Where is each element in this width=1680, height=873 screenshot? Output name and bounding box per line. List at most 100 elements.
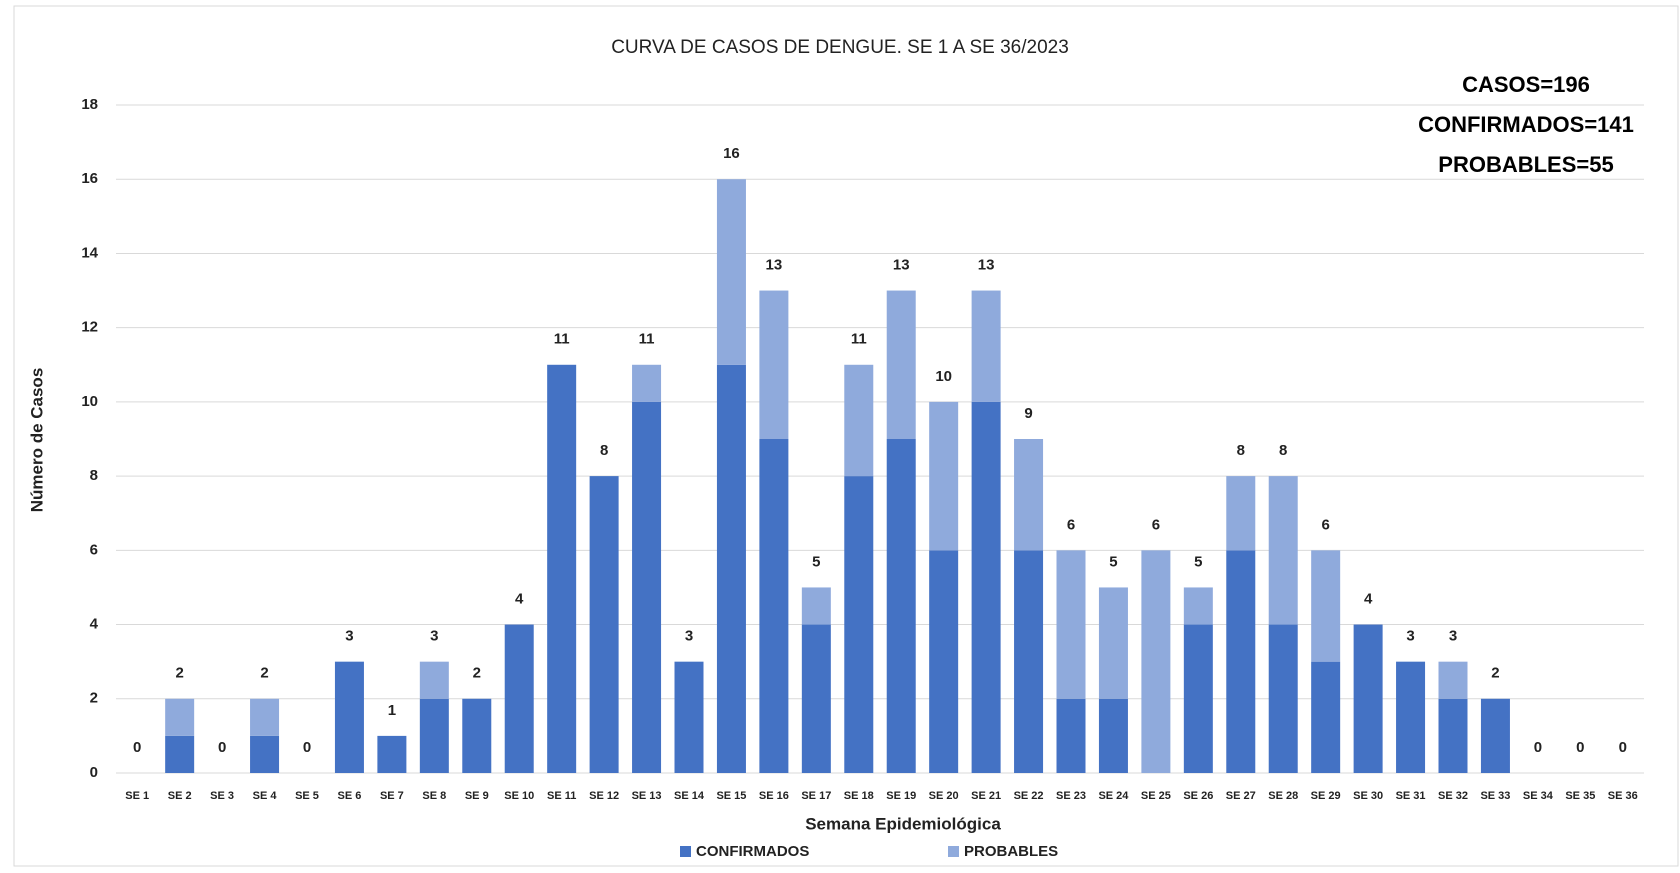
x-tick-label: SE 24 [1098, 790, 1129, 802]
x-tick-label: SE 8 [422, 790, 446, 802]
bar-segment [165, 735, 195, 773]
bar-segment [377, 735, 407, 773]
x-tick-label: SE 33 [1480, 790, 1510, 802]
x-tick-label: SE 9 [465, 790, 489, 802]
bar-segment [929, 401, 959, 551]
data-label: 9 [1024, 405, 1032, 422]
bar-segment [971, 290, 1001, 402]
data-label: 6 [1321, 516, 1329, 533]
x-tick-label: SE 2 [168, 790, 192, 802]
y-axis-label: Número de Casos [27, 368, 46, 513]
data-label: 3 [1406, 628, 1414, 645]
x-tick-label: SE 27 [1226, 790, 1256, 802]
data-label: 0 [303, 739, 311, 756]
bar-segment [929, 550, 959, 773]
bar-segment [504, 624, 534, 773]
x-tick-label: SE 14 [674, 790, 705, 802]
y-tick-label: 12 [81, 319, 98, 336]
x-tick-label: SE 18 [844, 790, 874, 802]
data-label: 11 [554, 331, 570, 348]
data-label: 3 [685, 628, 693, 645]
bar-segment [547, 364, 577, 773]
bar-segment [674, 661, 704, 773]
bar-segment [1098, 698, 1128, 773]
data-label: 11 [639, 331, 655, 348]
data-label: 2 [1491, 665, 1499, 682]
data-label: 8 [1279, 442, 1287, 459]
y-tick-label: 10 [81, 393, 98, 410]
x-tick-label: SE 10 [504, 790, 534, 802]
annotation: PROBABLES=55 [1438, 152, 1613, 177]
x-tick-label: SE 17 [801, 790, 831, 802]
bar-segment [632, 401, 662, 773]
data-label: 6 [1152, 516, 1160, 533]
y-tick-label: 6 [90, 541, 98, 558]
y-tick-label: 8 [90, 467, 98, 484]
x-tick-label: SE 25 [1141, 790, 1171, 802]
bar-segment [462, 698, 492, 773]
x-tick-label: SE 12 [589, 790, 619, 802]
x-tick-label: SE 4 [253, 790, 278, 802]
x-tick-label: SE 15 [716, 790, 746, 802]
data-label: 10 [935, 368, 952, 385]
bar-segment [844, 476, 874, 773]
data-label: 8 [1237, 442, 1245, 459]
bar-segment [886, 439, 916, 773]
bar-segment [1226, 550, 1256, 773]
legend-label: PROBABLES [964, 843, 1058, 860]
data-label: 0 [1619, 739, 1627, 756]
y-tick-label: 0 [90, 764, 98, 781]
x-tick-label: SE 3 [210, 790, 234, 802]
x-tick-label: SE 1 [125, 790, 149, 802]
bar-segment [165, 698, 195, 736]
bar-segment [716, 179, 746, 365]
x-tick-label: SE 7 [380, 790, 404, 802]
data-label: 16 [723, 145, 740, 162]
legend-label: CONFIRMADOS [696, 843, 809, 860]
x-tick-label: SE 21 [971, 790, 1001, 802]
data-label: 6 [1067, 516, 1075, 533]
data-label: 0 [133, 739, 141, 756]
data-label: 8 [600, 442, 608, 459]
y-tick-label: 2 [90, 690, 98, 707]
data-label: 4 [515, 591, 524, 608]
data-label: 3 [345, 628, 353, 645]
data-label: 4 [1364, 591, 1373, 608]
x-tick-label: SE 36 [1608, 790, 1638, 802]
x-tick-label: SE 30 [1353, 790, 1383, 802]
bar-segment [1353, 624, 1383, 773]
bar-segment [1098, 587, 1128, 699]
bar-segment [1268, 476, 1298, 625]
data-label: 0 [1534, 739, 1542, 756]
chart-frame [13, 5, 1679, 867]
bar-segment [1438, 698, 1468, 773]
data-label: 5 [1109, 553, 1117, 570]
bar-segment [1014, 550, 1044, 773]
data-label: 2 [260, 665, 268, 682]
bar-segment [886, 290, 916, 439]
bar-segment [1183, 587, 1213, 625]
x-tick-label: SE 23 [1056, 790, 1086, 802]
bar-segment [1056, 550, 1086, 699]
data-label: 2 [473, 665, 481, 682]
x-tick-label: SE 20 [929, 790, 959, 802]
bar-segment [632, 364, 662, 402]
x-tick-label: SE 19 [886, 790, 916, 802]
bar-segment [759, 439, 789, 773]
annotation: CONFIRMADOS=141 [1418, 112, 1634, 137]
bar-segment [419, 661, 449, 699]
data-label: 1 [388, 702, 396, 719]
chart-title: CURVA DE CASOS DE DENGUE. SE 1 A SE 36/2… [611, 37, 1069, 58]
bar-segment [250, 698, 280, 736]
bar-segment [1141, 550, 1171, 773]
x-tick-label: SE 13 [632, 790, 662, 802]
bar-segment [1226, 476, 1256, 551]
y-tick-label: 4 [90, 616, 99, 633]
bar-segment [1438, 661, 1468, 699]
x-tick-label: SE 34 [1523, 790, 1554, 802]
bar-segment [759, 290, 789, 439]
bar-segment [1056, 698, 1086, 773]
legend-swatch [948, 846, 959, 857]
data-label: 3 [1449, 628, 1457, 645]
